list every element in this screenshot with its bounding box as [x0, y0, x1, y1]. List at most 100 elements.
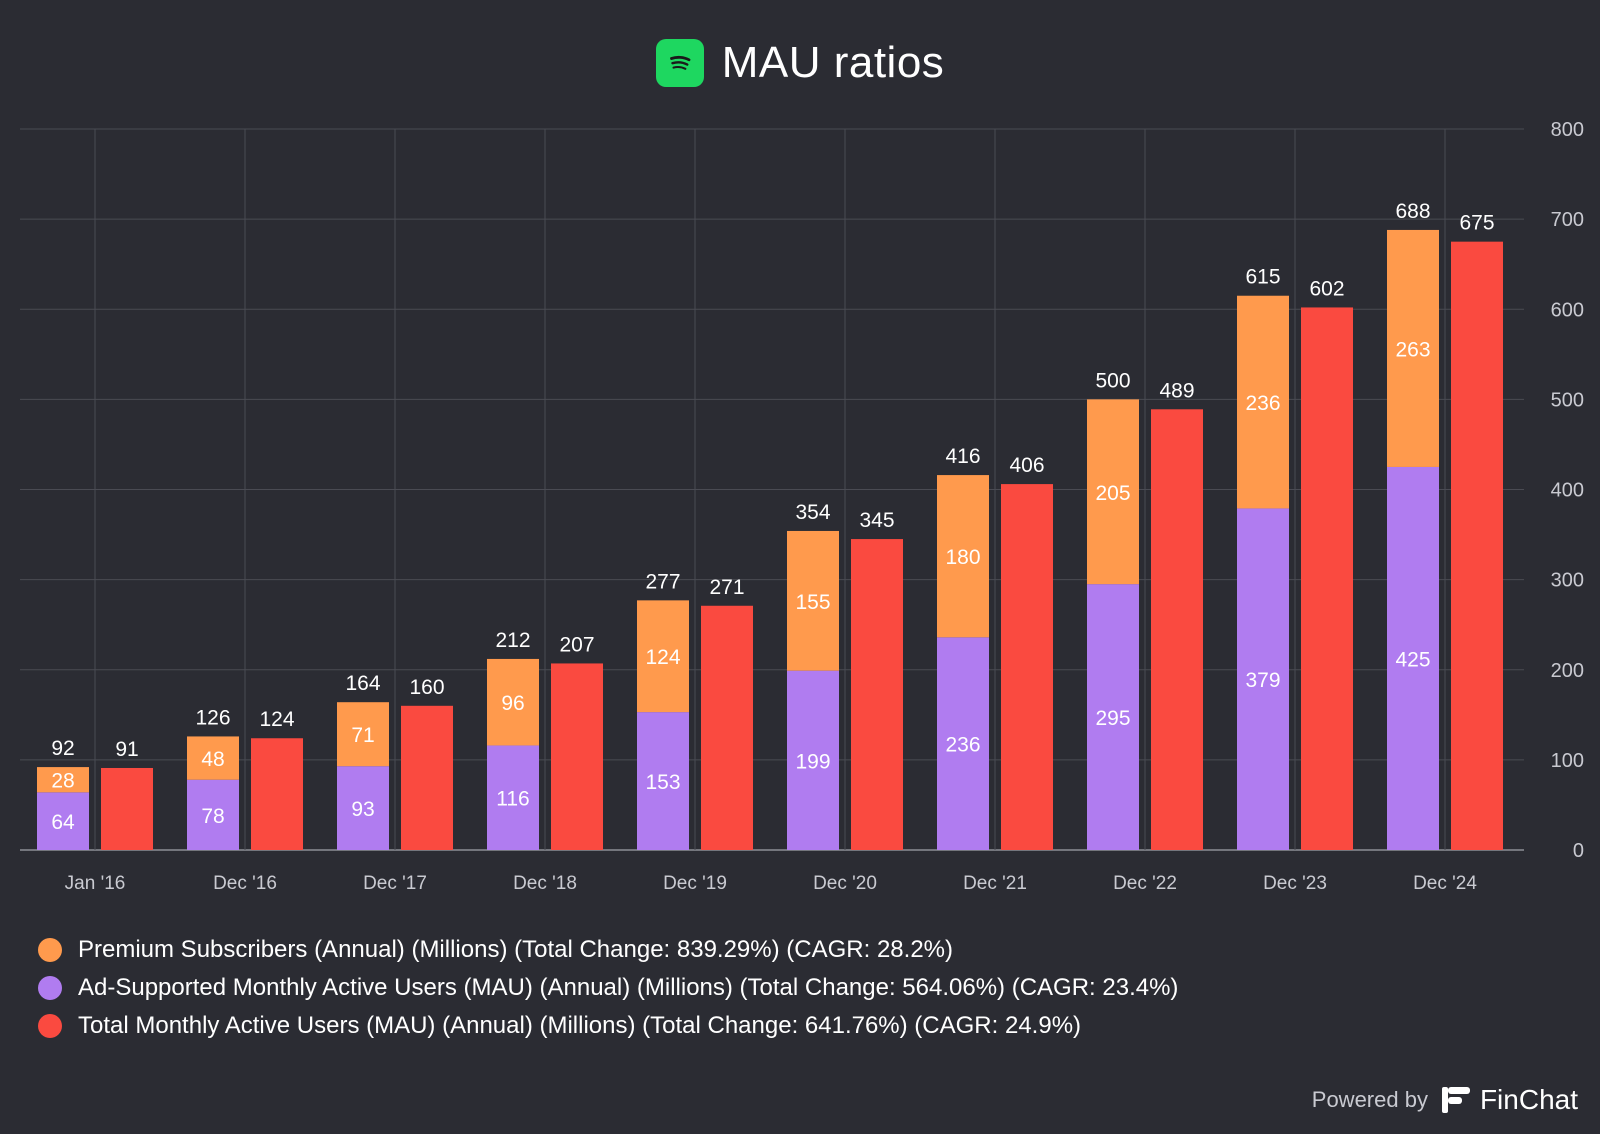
stack-total-label: 354 [795, 501, 830, 524]
premium-bar [637, 600, 689, 713]
chart-header: MAU ratios [0, 30, 1600, 96]
y-tick-label: 600 [1551, 299, 1584, 321]
premium-bar [937, 475, 989, 638]
chart-legend: Premium Subscribers (Annual) (Millions) … [38, 931, 1178, 1045]
ad-supported-bar [787, 670, 839, 850]
ad-supported-bar [337, 766, 389, 850]
premium-bar [187, 736, 239, 780]
legend-label: Ad-Supported Monthly Active Users (MAU) … [78, 974, 1179, 1001]
spotify-logo-icon [655, 39, 704, 87]
total-mau-bar [851, 539, 903, 850]
total-mau-bar [401, 705, 453, 850]
total-mau-value-label: 675 [1459, 212, 1494, 235]
premium-value-label: 96 [501, 692, 524, 715]
finchat-logo-icon [1441, 1087, 1470, 1113]
total-mau-bar [551, 663, 603, 850]
ad-supported-value-label: 236 [945, 734, 980, 757]
total-mau-bar [1301, 307, 1353, 850]
premium-value-label: 263 [1395, 338, 1430, 361]
total-mau-bar [251, 738, 303, 850]
y-tick-label: 300 [1551, 570, 1584, 592]
total-mau-bar [701, 605, 753, 850]
premium-value-label: 205 [1095, 482, 1130, 505]
premium-value-label: 71 [351, 724, 374, 747]
ad-supported-bar [1387, 466, 1439, 850]
premium-bar [787, 530, 839, 671]
x-tick-label: Dec '24 [1413, 873, 1477, 894]
stack-total-label: 126 [195, 706, 230, 729]
powered-by-label: Powered by [1311, 1087, 1428, 1112]
ad-supported-bar [487, 745, 539, 850]
total-mau-value-label: 271 [709, 576, 744, 599]
ad-supported-bar [1087, 584, 1139, 850]
finchat-brand-name: FinChat [1479, 1084, 1578, 1115]
stack-total-label: 615 [1245, 266, 1280, 289]
y-tick-label: 200 [1551, 660, 1584, 682]
ad-supported-bar [1237, 508, 1289, 850]
premium-bar [1237, 295, 1289, 509]
ad-supported-value-label: 153 [645, 771, 680, 794]
x-tick-label: Dec '19 [663, 873, 727, 894]
y-tick-label: 400 [1551, 480, 1584, 502]
legend-item: Premium Subscribers (Annual) (Millions) … [38, 931, 1178, 969]
total-mau-bar [1151, 409, 1203, 850]
premium-value-label: 155 [795, 591, 830, 614]
premium-bar [37, 767, 89, 793]
powered-by-footer: Powered by FinChat [1312, 1082, 1578, 1118]
total-mau-value-label: 406 [1009, 454, 1044, 477]
legend-label: Premium Subscribers (Annual) (Millions) … [78, 936, 953, 963]
ad-supported-value-label: 379 [1245, 669, 1280, 692]
premium-value-label: 124 [645, 646, 680, 669]
premium-value-label: 180 [945, 546, 980, 569]
ad-supported-value-label: 295 [1095, 707, 1130, 730]
stack-total-label: 500 [1095, 369, 1130, 392]
x-tick-label: Jan '16 [65, 873, 126, 894]
total-mau-value-label: 160 [409, 676, 444, 699]
stack-total-label: 688 [1395, 200, 1430, 223]
ad-supported-bar [37, 792, 89, 850]
total-mau-value-label: 124 [259, 708, 294, 731]
bar-chart: 0 100 200 300 400 500 600 700 800 Jan '16 64 28 92 91… [20, 119, 1584, 894]
x-tick-label: Dec '16 [213, 873, 277, 894]
stack-total-label: 92 [51, 737, 74, 760]
chart-title: MAU ratios [721, 38, 945, 87]
total-mau-bar [101, 767, 153, 850]
stack-total-label: 212 [495, 629, 530, 652]
y-tick-label: 100 [1551, 750, 1584, 772]
premium-bar [1387, 229, 1439, 467]
total-mau-value-label: 345 [859, 509, 894, 532]
legend-swatch [38, 1014, 62, 1038]
total-mau-bar [1001, 484, 1053, 850]
premium-value-label: 236 [1245, 392, 1280, 415]
legend-swatch [38, 938, 62, 962]
premium-bar [337, 702, 389, 767]
x-tick-label: Dec '21 [963, 873, 1027, 894]
y-tick-label: 500 [1551, 389, 1584, 411]
total-mau-value-label: 602 [1309, 277, 1344, 300]
ad-supported-bar [187, 779, 239, 850]
ad-supported-value-label: 199 [795, 750, 830, 773]
y-tick-label: 800 [1551, 119, 1584, 141]
premium-bar [487, 658, 539, 746]
x-tick-label: Dec '17 [363, 873, 427, 894]
total-mau-value-label: 489 [1159, 379, 1194, 402]
x-tick-label: Dec '20 [813, 873, 877, 894]
y-tick-label: 700 [1551, 209, 1584, 231]
x-tick-label: Dec '23 [1263, 873, 1327, 894]
premium-value-label: 28 [51, 770, 74, 793]
ad-supported-bar [937, 637, 989, 850]
ad-supported-value-label: 425 [1395, 648, 1430, 671]
premium-value-label: 48 [201, 748, 224, 771]
ad-supported-value-label: 78 [201, 805, 224, 828]
total-mau-bar [1451, 241, 1503, 850]
stack-total-label: 277 [645, 570, 680, 593]
legend-swatch [38, 976, 62, 1000]
stack-total-label: 164 [345, 672, 380, 695]
ad-supported-value-label: 93 [351, 798, 374, 821]
total-mau-value-label: 91 [115, 738, 138, 761]
premium-bar [1087, 399, 1139, 585]
stack-total-label: 416 [945, 445, 980, 468]
total-mau-value-label: 207 [559, 633, 594, 656]
legend-item: Ad-Supported Monthly Active Users (MAU) … [38, 969, 1178, 1007]
legend-label: Total Monthly Active Users (MAU) (Annual… [78, 1012, 1082, 1039]
